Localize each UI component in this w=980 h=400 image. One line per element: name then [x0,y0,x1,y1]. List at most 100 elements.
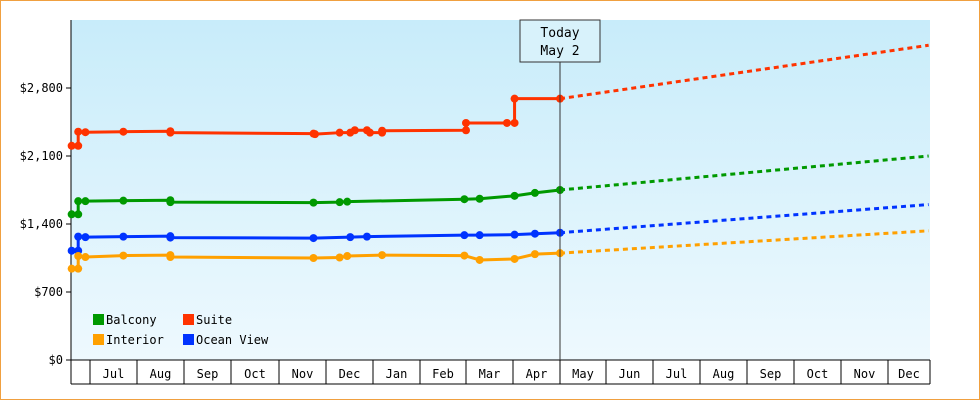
x-tick-label: Aug [713,367,735,381]
series-point [67,264,76,273]
series-point [74,210,83,219]
x-axis: Jul Aug Sep Oct Nov Dec Jan Feb Mar Apr May Jun Jul A… [70,359,931,385]
series-point [343,252,352,261]
x-tick-label: Nov [292,367,314,381]
series-point [365,128,374,137]
x-tick-label: Nov [854,367,876,381]
y-tick-label: $0 [49,353,63,367]
series-point [67,141,76,150]
series-point [81,128,90,137]
series-point [335,128,344,137]
series-balcony [67,154,929,219]
series-point [460,251,469,260]
legend-swatch [183,314,194,325]
legend: Balcony Suite Interior Ocean View [93,313,269,347]
series-point [362,232,371,241]
x-tick-label: Sep [760,367,782,381]
series-point [510,118,519,127]
x-tick-label: Sep [197,367,219,381]
today-box [519,19,601,63]
today-label-line1: Today [540,26,579,41]
series-forecast-line [559,203,929,235]
y-tick-label: $2,100 [20,149,63,163]
series-point [81,253,90,262]
series-point [74,141,83,150]
series-point [119,127,128,136]
series-point [510,191,519,200]
x-tick-label: May [572,367,594,381]
series-point [166,233,175,242]
plot-area [71,20,930,360]
x-tick-label: Jul [103,367,125,381]
series-point [378,251,387,260]
series-point [119,232,128,241]
series-point [309,254,318,262]
series-point [378,126,387,135]
series-point [335,253,344,262]
series-point [510,254,519,263]
x-tick-label: Jun [619,367,641,381]
series-point [74,127,83,136]
series-point [530,188,539,197]
series-point [166,253,175,262]
series-point [81,197,90,206]
series-point [309,198,318,207]
series-point [74,264,83,273]
legend-label: Ocean View [196,333,269,347]
series-point [462,118,470,127]
y-tick-label: $1,400 [20,217,63,231]
series-point [475,231,484,240]
series-point [502,118,511,127]
series-point [67,246,76,255]
series-point [81,233,90,242]
y-tick-label: $2,800 [20,81,63,95]
series-point [460,195,469,204]
x-tick-label: Dec [898,367,920,381]
x-tick-label: Feb [432,367,454,381]
series-point [335,198,344,207]
series-suite [67,43,929,150]
x-tick-label: Oct [807,367,829,381]
series-interior [67,229,929,273]
series-point [462,126,470,135]
series-point [530,250,539,259]
x-tick-label: Mar [479,367,501,381]
x-tick-label: Jul [666,367,688,381]
x-tick-label: Apr [526,367,548,381]
y-axis: $0 $700 $1,400 $2,100 $2,800 [20,20,72,367]
series-point [309,234,318,243]
today-marker: Today May 2 [519,19,601,360]
series-point [166,198,175,207]
legend-label: Balcony [106,313,157,327]
legend-label: Suite [196,313,232,327]
series-point [475,255,484,264]
series-point [460,231,469,240]
today-label-line2: May 2 [540,44,579,59]
series-point [166,128,175,137]
series-point [74,252,83,261]
x-tick-label: Oct [244,367,266,381]
series-point [311,130,320,139]
x-tick-label: Dec [339,367,361,381]
series-point [119,196,128,205]
x-tick-label: Jan [386,367,408,381]
series-layer [67,43,929,273]
series-point [119,251,128,260]
legend-label: Interior [106,333,164,347]
series-point [510,230,519,239]
series-forecast-line [559,229,929,255]
legend-swatch [93,314,104,325]
legend-swatch [93,334,104,345]
series-point [350,126,359,135]
series-point [475,194,484,203]
series-point [67,210,76,219]
series-point [530,229,539,238]
series-point [510,94,519,103]
series-point [346,233,355,242]
series-point [74,197,83,206]
series-forecast-line [559,154,929,192]
series-point [74,232,83,241]
series-forecast-line [559,43,929,101]
series-ocean-view [67,203,929,255]
